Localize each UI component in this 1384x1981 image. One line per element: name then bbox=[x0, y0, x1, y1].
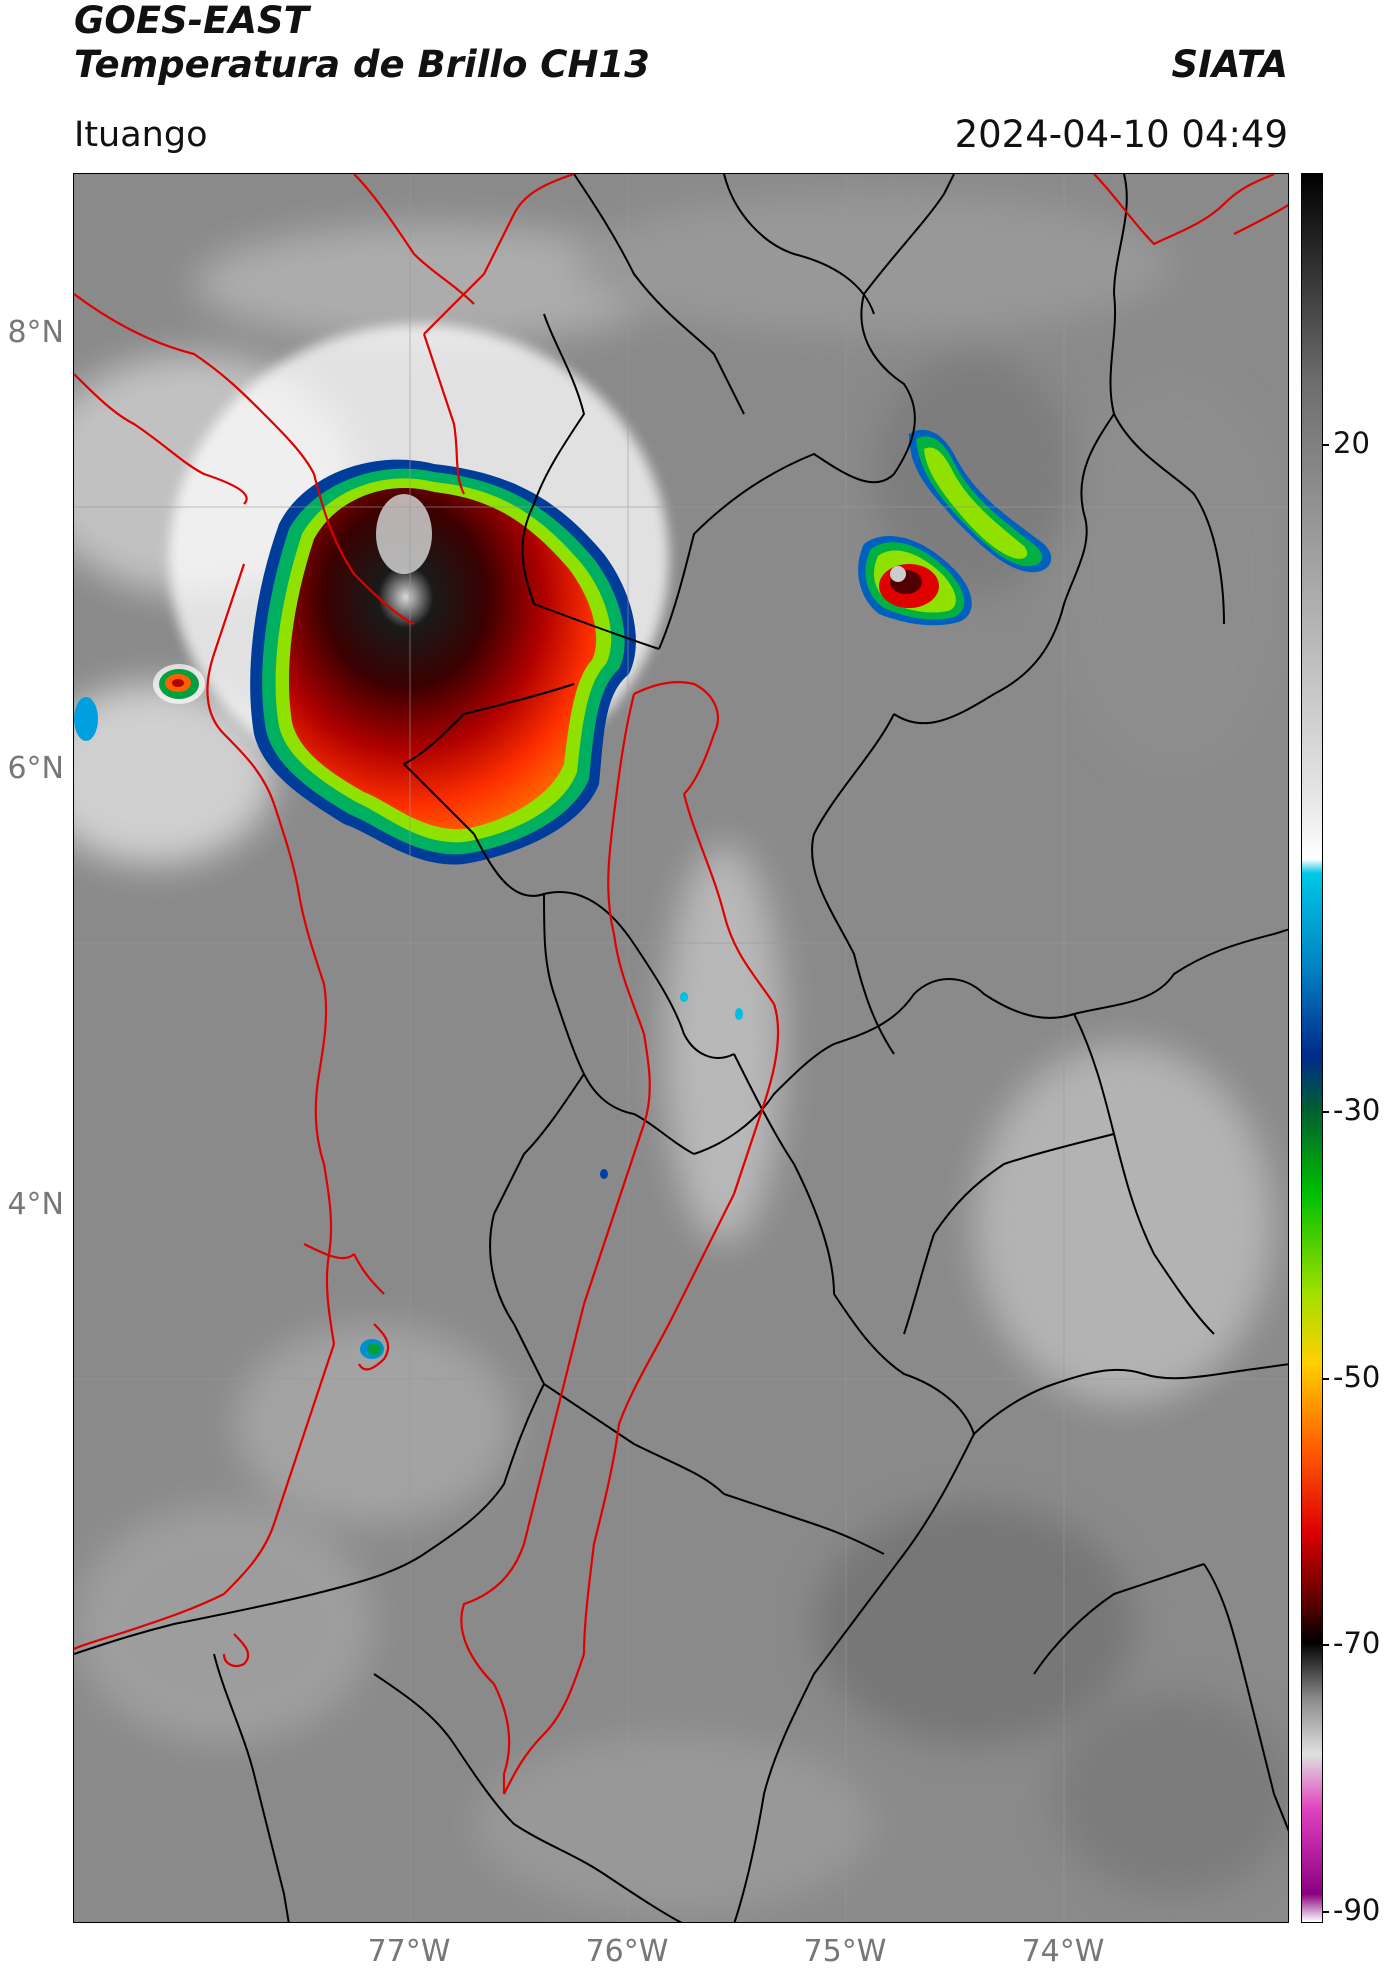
colorbar-tick-mark bbox=[1323, 444, 1329, 446]
temperature-colorbar bbox=[1301, 173, 1323, 1923]
brightness-temperature-map[interactable] bbox=[74, 174, 1289, 1923]
storm-cell-west bbox=[74, 664, 205, 741]
lon-label-76w: 76°W bbox=[585, 1934, 669, 1969]
lat-label-8n: 8°N bbox=[7, 315, 64, 350]
department-borders bbox=[74, 174, 1288, 1922]
lon-label-74w: 74°W bbox=[1021, 1934, 1105, 1969]
lon-label-75w: 75°W bbox=[803, 1934, 887, 1969]
colorbar-tick-mark bbox=[1323, 1111, 1329, 1113]
lat-label-4n: 4°N bbox=[7, 1187, 64, 1222]
colorbar-tick-minus50: -50 bbox=[1333, 1360, 1381, 1394]
colorbar-tick-mark bbox=[1323, 1644, 1329, 1646]
colorbar-tick-mark bbox=[1323, 1911, 1329, 1913]
colorbar-tick-20: 20 bbox=[1333, 426, 1370, 460]
colorbar-tick-mark bbox=[1323, 1378, 1329, 1380]
brand-label: SIATA bbox=[1171, 43, 1288, 86]
colorbar-tick-minus90: -90 bbox=[1333, 1893, 1381, 1927]
figure-title-product: Temperatura de Brillo CH13 bbox=[74, 43, 650, 86]
colorbar-tick-minus70: -70 bbox=[1333, 1626, 1381, 1660]
colorbar-tick-minus30: -30 bbox=[1333, 1093, 1381, 1127]
region-label: Ituango bbox=[74, 115, 208, 155]
map-panel[interactable] bbox=[73, 173, 1289, 1923]
small-cells bbox=[360, 992, 743, 1359]
storm-cell-east bbox=[858, 429, 1052, 626]
lon-label-77w: 77°W bbox=[367, 1934, 451, 1969]
coastline-and-outlines bbox=[74, 174, 1288, 1795]
figure-title-satellite: GOES-EAST bbox=[74, 0, 309, 42]
lat-label-6n: 6°N bbox=[7, 751, 64, 786]
timestamp-label: 2024-04-10 04:49 bbox=[954, 113, 1288, 156]
